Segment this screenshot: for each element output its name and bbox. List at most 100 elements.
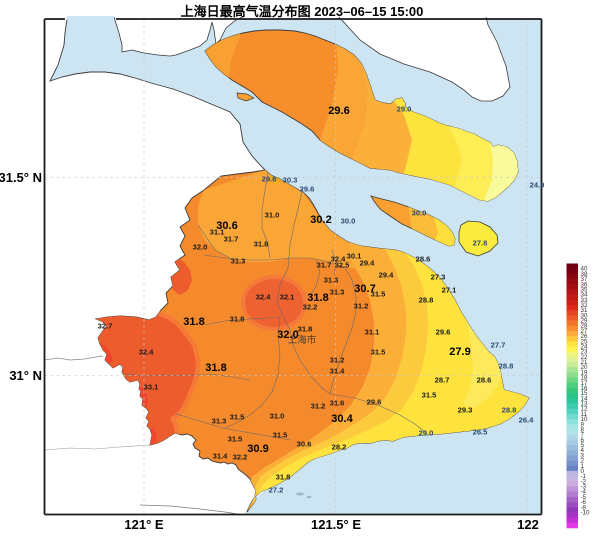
svg-text:30.0: 30.0	[341, 217, 356, 226]
svg-text:20: 20	[581, 364, 588, 371]
svg-text:29.8: 29.8	[262, 175, 277, 184]
svg-text:29: 29	[581, 318, 588, 325]
svg-text:29.6: 29.6	[328, 105, 349, 117]
svg-text:13: 13	[581, 401, 588, 408]
svg-text:17: 17	[581, 380, 588, 387]
svg-text:31.2: 31.2	[354, 302, 369, 311]
svg-text:121° E: 121° E	[124, 517, 164, 532]
svg-text:11: 11	[581, 411, 588, 418]
svg-text:4: 4	[581, 447, 585, 454]
svg-text:30.6: 30.6	[216, 220, 237, 232]
svg-text:1: 1	[581, 463, 585, 470]
svg-text:27.3: 27.3	[431, 273, 446, 282]
svg-text:12: 12	[581, 406, 588, 413]
svg-text:31.4: 31.4	[330, 367, 346, 376]
svg-text:33.1: 33.1	[144, 383, 160, 392]
svg-text:24: 24	[581, 343, 588, 350]
svg-text:28.8: 28.8	[502, 406, 517, 415]
svg-text:31.0: 31.0	[265, 211, 280, 220]
svg-text:29.4: 29.4	[379, 271, 395, 280]
svg-text:27.8: 27.8	[473, 239, 488, 248]
svg-text:33: 33	[581, 297, 588, 304]
svg-text:6: 6	[581, 437, 585, 444]
svg-text:32.4: 32.4	[139, 348, 155, 357]
svg-text:38: 38	[581, 271, 588, 278]
svg-text:31.8: 31.8	[307, 292, 328, 304]
svg-text:31.5: 31.5	[422, 391, 438, 400]
svg-text:3: 3	[581, 452, 585, 459]
svg-text:26: 26	[581, 333, 588, 340]
svg-text:9: 9	[581, 421, 585, 428]
svg-text:31.7: 31.7	[317, 261, 332, 270]
svg-text:28.2: 28.2	[332, 443, 347, 452]
svg-text:28.8: 28.8	[499, 362, 514, 371]
svg-text:36: 36	[581, 281, 588, 288]
svg-text:37: 37	[581, 276, 588, 283]
svg-text:-10: -10	[581, 509, 591, 516]
svg-text:32.1: 32.1	[280, 293, 296, 302]
svg-text:32.2: 32.2	[233, 453, 248, 462]
svg-text:27.1: 27.1	[442, 286, 458, 295]
svg-text:32.4: 32.4	[256, 293, 272, 302]
svg-text:32.4: 32.4	[331, 255, 347, 264]
svg-text:2: 2	[581, 458, 585, 465]
svg-text:30: 30	[581, 312, 588, 319]
svg-text:-8: -8	[581, 504, 587, 511]
svg-text:27.2: 27.2	[269, 486, 284, 495]
svg-text:22: 22	[581, 354, 588, 361]
svg-text:28.6: 28.6	[416, 255, 431, 264]
svg-text:32.0: 32.0	[193, 243, 208, 252]
svg-text:32: 32	[581, 302, 588, 309]
svg-text:30.7: 30.7	[354, 283, 375, 295]
svg-text:31: 31	[581, 307, 588, 314]
svg-text:29.6: 29.6	[436, 328, 451, 337]
svg-text:26.5: 26.5	[473, 428, 489, 437]
svg-text:31.1: 31.1	[365, 328, 381, 337]
svg-text:31.2: 31.2	[330, 356, 345, 365]
svg-text:30.1: 30.1	[347, 252, 363, 261]
svg-text:29.6: 29.6	[300, 185, 315, 194]
svg-text:34: 34	[581, 292, 588, 299]
svg-text:35: 35	[581, 286, 588, 293]
svg-text:32.0: 32.0	[277, 329, 298, 341]
svg-text:122: 122	[517, 517, 539, 532]
svg-text:5: 5	[581, 442, 585, 449]
svg-text:23: 23	[581, 349, 588, 356]
svg-text:31.4: 31.4	[213, 452, 229, 461]
svg-text:18: 18	[581, 375, 588, 382]
svg-text:121.5° E: 121.5° E	[311, 517, 361, 532]
svg-text:31.3: 31.3	[212, 417, 227, 426]
svg-text:-3: -3	[581, 484, 587, 491]
svg-text:14: 14	[581, 395, 588, 402]
svg-text:31.3: 31.3	[324, 276, 339, 285]
svg-text:31.7: 31.7	[224, 235, 239, 244]
svg-text:29.4: 29.4	[360, 259, 376, 268]
svg-text:31° N: 31° N	[9, 368, 42, 383]
svg-text:26.4: 26.4	[519, 416, 535, 425]
svg-text:0: 0	[581, 468, 585, 475]
svg-text:31.6: 31.6	[330, 399, 345, 408]
svg-text:32.7: 32.7	[98, 322, 113, 331]
svg-text:30.2: 30.2	[310, 214, 331, 226]
svg-text:31.3: 31.3	[330, 288, 345, 297]
svg-text:-6: -6	[581, 499, 587, 506]
svg-text:31.8: 31.8	[205, 362, 226, 374]
svg-text:32.5: 32.5	[335, 261, 351, 270]
svg-text:30.3: 30.3	[283, 176, 298, 185]
svg-text:28.8: 28.8	[419, 296, 434, 305]
svg-text:8: 8	[581, 426, 585, 433]
svg-text:28: 28	[581, 323, 588, 330]
svg-text:31.8: 31.8	[183, 316, 204, 328]
svg-text:-2: -2	[581, 478, 587, 485]
svg-text:24.9: 24.9	[530, 181, 545, 190]
svg-text:15: 15	[581, 390, 588, 397]
svg-text:29.3: 29.3	[458, 406, 473, 415]
svg-text:31.1: 31.1	[210, 228, 226, 237]
svg-text:31.2: 31.2	[311, 402, 326, 411]
svg-text:31.5: 31.5	[371, 290, 387, 299]
svg-text:21: 21	[581, 359, 588, 366]
svg-text:31.5: 31.5	[228, 435, 244, 444]
svg-text:10: 10	[581, 416, 588, 423]
svg-text:31.3: 31.3	[231, 257, 246, 266]
svg-text:29.0: 29.0	[419, 429, 434, 438]
